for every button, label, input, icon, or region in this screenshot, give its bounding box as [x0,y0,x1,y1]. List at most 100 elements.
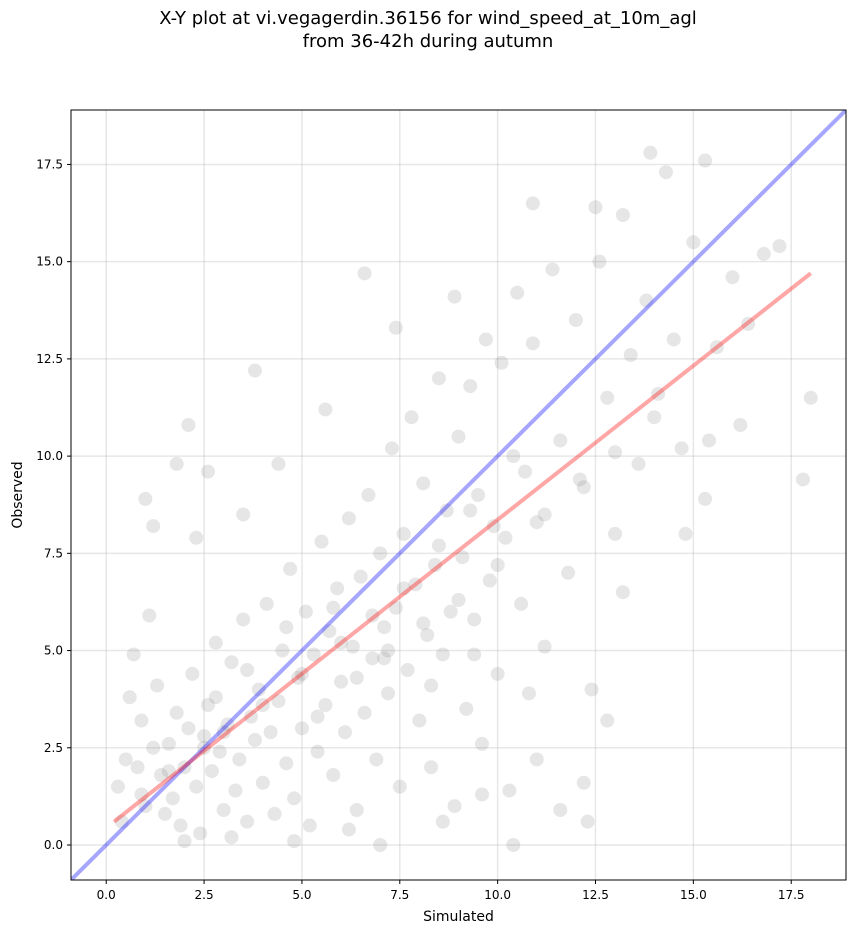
data-point [200,464,215,479]
data-point [506,449,521,464]
data-point [236,612,251,627]
data-point [275,643,290,658]
data-point [404,410,419,425]
data-point [365,651,380,666]
data-point [396,526,411,541]
data-point [478,332,493,347]
data-point [725,270,740,285]
data-point [803,390,818,405]
axis-ticks: 0.0 2.5 5.0 7.5 10.0 12.5 15.0 17.5 0.0 2.5 5.0 7.5… [36,157,804,902]
y-tick-label: 2.5 [44,741,63,755]
data-point [709,340,724,355]
data-point [271,456,286,471]
data-point [118,752,133,767]
y-tick-label: 12.5 [36,352,63,366]
data-point [357,705,372,720]
data-point [474,787,489,802]
chart-title-line-2: from 36-42h during autumn [302,31,554,52]
data-point [631,456,646,471]
data-point [353,569,368,584]
data-point [678,526,693,541]
data-point [388,320,403,335]
data-point [146,740,161,755]
data-point [236,507,251,522]
data-point [134,713,149,728]
x-tick-label: 2.5 [195,888,214,902]
x-tick-label: 12.5 [582,888,609,902]
data-point [341,511,356,526]
data-point [349,670,364,685]
chart-title-line-1: X-Y plot at vi.vegagerdin.36156 for wind… [159,8,697,29]
data-point [369,752,384,767]
data-point [600,390,615,405]
data-point [255,698,270,712]
data-point [686,235,701,250]
data-point [795,472,810,487]
data-point [474,736,489,751]
data-point [357,266,372,281]
data-point [568,313,583,327]
data-point [126,647,141,662]
data-point [334,674,349,689]
data-point [424,760,439,775]
data-point [259,596,274,611]
data-point [314,534,329,549]
data-point [447,289,462,304]
data-point [114,814,129,829]
data-point [365,608,380,623]
data-point [459,701,474,716]
data-point [208,635,223,650]
data-point [384,441,399,456]
data-point [572,472,587,487]
data-point [521,686,536,701]
data-point [666,332,681,347]
data-point [424,678,439,693]
data-point [615,585,630,600]
data-point [412,713,427,728]
y-tick-label: 0.0 [44,838,63,852]
data-point [537,639,552,654]
data-point [361,488,376,502]
data-point [506,838,521,852]
data-point [294,666,309,681]
data-point [185,666,200,681]
x-tick-label: 7.5 [390,888,409,902]
data-point [443,604,458,619]
data-point [373,838,388,852]
data-point [122,690,137,705]
data-point [244,709,259,724]
data-point [518,464,533,479]
data-point [165,791,180,806]
data-point [451,429,466,444]
data-point [216,725,231,740]
data-point [658,165,673,180]
data-point [142,608,157,623]
data-point [291,670,306,685]
data-point [279,756,294,771]
data-point [588,200,603,215]
data-point [247,733,262,747]
data-point [267,806,282,821]
data-point [154,768,169,782]
data-point [608,526,623,541]
data-point [302,818,317,833]
data-point [772,239,787,254]
data-point [502,783,517,798]
data-point [741,316,756,331]
data-point [381,643,396,658]
data-point [130,760,145,775]
data-point [341,822,356,837]
data-point [537,507,552,522]
data-point [416,476,431,491]
data-point [110,779,125,794]
data-point [494,355,509,370]
data-point [498,530,513,545]
data-point [576,775,591,790]
data-point [514,596,529,611]
data-point [561,565,576,580]
x-tick-label: 17.5 [778,888,805,902]
data-point [189,530,204,545]
x-axis-label: Simulated [423,909,494,925]
data-point [435,647,450,662]
